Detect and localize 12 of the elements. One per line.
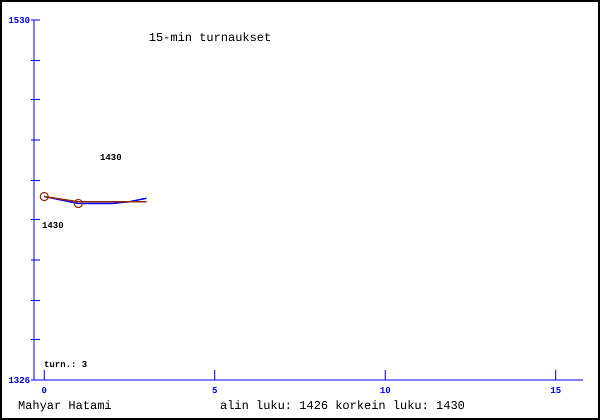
x-tick-label: 10 <box>380 386 391 396</box>
text: Mahyar Hatami <box>18 399 112 413</box>
y-tick-label: 1530 <box>8 16 30 26</box>
annotation: 1430 <box>42 221 64 231</box>
text: 15-min turnaukset <box>148 31 272 45</box>
x-tick-label: 5 <box>212 386 218 396</box>
annotation: 1430 <box>100 153 122 163</box>
text: alin luku: 1426 korkein luku: 1430 <box>220 399 465 413</box>
y-tick-label: 1326 <box>8 376 30 386</box>
x-tick-label: 0 <box>42 386 47 396</box>
x-tick-label: 15 <box>550 386 562 396</box>
annotation: turn.: 3 <box>44 360 88 370</box>
